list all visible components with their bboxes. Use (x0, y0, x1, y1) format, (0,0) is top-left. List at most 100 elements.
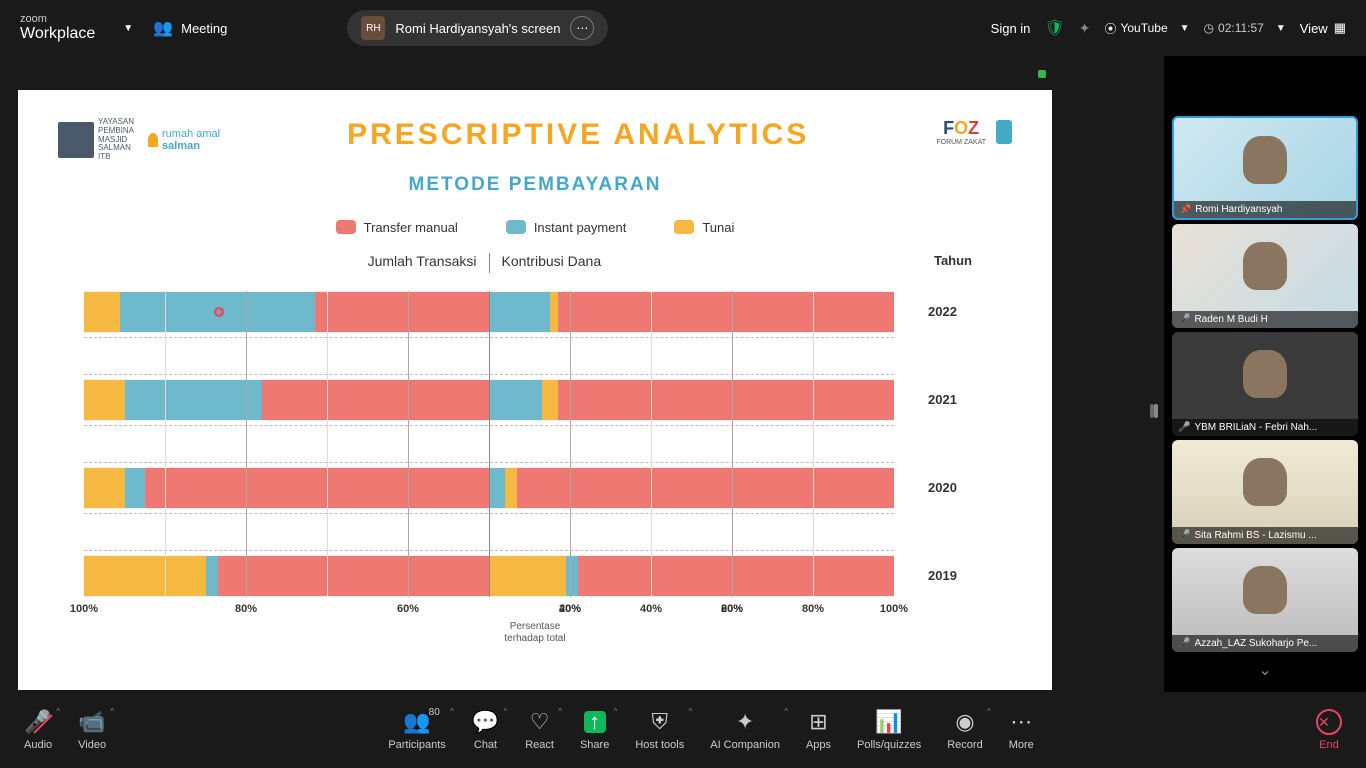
host-label: Host tools (635, 739, 684, 751)
laser-pointer-icon (214, 307, 224, 317)
chart-body: 2022202120202019 (84, 291, 894, 597)
more-button[interactable]: ⋯ More (1009, 709, 1034, 751)
chat-icon: 💬 (472, 709, 499, 735)
apps-button[interactable]: ⊞ Apps (806, 709, 831, 751)
brand-chevron-icon[interactable]: ▼ (123, 23, 133, 34)
slide: YAYASANPEMBINAMASJIDSALMANITB rumah amal… (18, 90, 1052, 690)
toolbar-center: 👥 80 ^ Participants 💬 ^ Chat ♡ ^ React ↑… (388, 709, 1033, 751)
participant-tile[interactable]: 🎤 Sita Rahmi BS - Lazismu ... (1172, 440, 1358, 544)
mic-muted-icon: 🎤 (1178, 314, 1190, 325)
more-options-icon[interactable]: ⋯ (570, 16, 594, 40)
video-icon: 📹 (78, 709, 105, 735)
avatar-placeholder (1243, 242, 1287, 290)
video-label: Video (78, 739, 106, 751)
slide-logos-right: FOZ FORUM ZAKAT (936, 118, 1012, 146)
apps-label: Apps (806, 739, 831, 751)
participant-tile[interactable]: 📌 Romi Hardiyansyah (1172, 116, 1358, 220)
chart-row: 2019 (84, 555, 894, 597)
polls-label: Polls/quizzes (857, 739, 921, 751)
sparkle-icon[interactable]: ✦ (1079, 20, 1091, 37)
row-gap (84, 337, 894, 375)
broadcast-icon: ⦿ (1104, 20, 1116, 37)
participant-name-label: 🎤 Raden M Budi H (1172, 311, 1358, 328)
avatar-placeholder (1243, 136, 1287, 184)
audio-button[interactable]: 🎤 ^ Audio (24, 709, 52, 751)
react-label: React (525, 739, 554, 751)
rumah-line2: salman (162, 140, 220, 152)
chart-row: 2021 (84, 379, 894, 421)
sharing-badge[interactable]: RH Romi Hardiyansyah's screen ⋯ (347, 10, 608, 46)
ai-companion-button[interactable]: ✦ ^ AI Companion (710, 709, 780, 751)
youtube-label: YouTube (1120, 21, 1167, 35)
year-label: 2019 (928, 568, 957, 583)
youtube-indicator[interactable]: ⦿ YouTube ▼ (1104, 20, 1189, 37)
slide-header: YAYASANPEMBINAMASJIDSALMANITB rumah amal… (58, 118, 1012, 162)
chevron-down-icon: ▼ (1180, 23, 1190, 34)
salman-logo-icon (58, 122, 94, 158)
caret-icon: ^ (503, 707, 507, 716)
chart-title-left: Jumlah Transaksi (84, 253, 489, 273)
slide-logos-left: YAYASANPEMBINAMASJIDSALMANITB rumah amal… (58, 118, 220, 162)
share-button[interactable]: ↑ ^ Share (580, 709, 609, 751)
participant-tile[interactable]: 🎤 YBM BRILiaN - Febri Nah... (1172, 332, 1358, 436)
legend-label: Tunai (702, 220, 734, 235)
meeting-button[interactable]: 👥 Meeting (153, 18, 227, 38)
collapse-chevron-icon[interactable]: ⌄ (1172, 660, 1358, 680)
rumah-line1: rumah amal (162, 128, 220, 140)
more-label: More (1009, 739, 1034, 751)
legend-swatch (506, 220, 526, 234)
share-label: Share (580, 739, 609, 751)
legend-item: Instant payment (506, 220, 627, 235)
timer[interactable]: ◷ 02:11:57 ▼ (1204, 21, 1286, 35)
year-label: 2020 (928, 480, 957, 495)
shield-icon[interactable]: 🛡 (1044, 18, 1064, 38)
mic-muted-icon: 🎤 (1178, 530, 1190, 541)
caret-icon: ^ (110, 707, 114, 716)
legend-item: Tunai (674, 220, 734, 235)
caret-icon: ^ (56, 707, 60, 716)
polls-button[interactable]: 📊 Polls/quizzes (857, 709, 921, 751)
participant-tile[interactable]: 🎤 Azzah_LAZ Sukoharjo Pe... (1172, 548, 1358, 652)
participants-label: Participants (388, 739, 445, 751)
share-icon: ↑ (584, 709, 606, 735)
mic-muted-icon: 🎤 (1178, 422, 1190, 433)
signin-button[interactable]: Sign in (991, 21, 1031, 36)
rumah-amal-logo: rumah amal salman (148, 128, 220, 152)
participant-tile[interactable]: 🎤 Raden M Budi H (1172, 224, 1358, 328)
x-tick: 80% (235, 603, 257, 615)
legend-swatch (336, 220, 356, 234)
participant-name-label: 🎤 YBM BRILiaN - Febri Nah... (1172, 419, 1358, 436)
meeting-label: Meeting (181, 21, 227, 36)
topbar: zoom Workplace ▼ 👥 Meeting RH Romi Hardi… (0, 0, 1366, 56)
slide-title: PRESCRIPTIVE ANALYTICS (347, 118, 809, 152)
clock-icon: ◷ (1204, 21, 1214, 35)
view-button[interactable]: View ▦ (1300, 20, 1346, 36)
record-button[interactable]: ◉ ^ Record (947, 709, 982, 751)
participants-button[interactable]: 👥 80 ^ Participants (388, 709, 445, 751)
x-axis-label: Persentaseterhadap total (58, 621, 1012, 645)
chart-row: 2022 (84, 291, 894, 333)
chat-button[interactable]: 💬 ^ Chat (472, 709, 499, 751)
scroll-indicator[interactable] (1150, 404, 1154, 418)
x-tick: 60% (397, 603, 419, 615)
people-icon: 👥 (153, 18, 173, 38)
year-label: 2022 (928, 304, 957, 319)
year-label: 2021 (928, 392, 957, 407)
brand-line1: zoom (20, 13, 95, 25)
chart-titles: Jumlah Transaksi Kontribusi Dana Tahun (84, 253, 894, 273)
react-button[interactable]: ♡ ^ React (525, 709, 554, 751)
participant-name-label: 🎤 Azzah_LAZ Sukoharjo Pe... (1172, 635, 1358, 652)
topbar-left: zoom Workplace ▼ 👥 Meeting RH Romi Hardi… (20, 10, 991, 46)
host-tools-button[interactable]: ⛨ ^ Host tools (635, 709, 684, 751)
x-tick: 80% (802, 603, 824, 615)
participant-name-label: 📌 Romi Hardiyansyah (1174, 201, 1356, 218)
chevron-down-icon: ▼ (1276, 23, 1286, 34)
end-button[interactable]: ✕ End (1316, 709, 1342, 751)
video-button[interactable]: 📹 ^ Video (78, 709, 106, 751)
apps-icon: ⊞ (809, 709, 827, 735)
poll-icon: 📊 (875, 709, 902, 735)
rumah-flame-icon (148, 133, 158, 147)
caret-icon: ^ (558, 707, 562, 716)
legend-label: Transfer manual (364, 220, 458, 235)
scroll-indicator[interactable] (1154, 404, 1158, 418)
